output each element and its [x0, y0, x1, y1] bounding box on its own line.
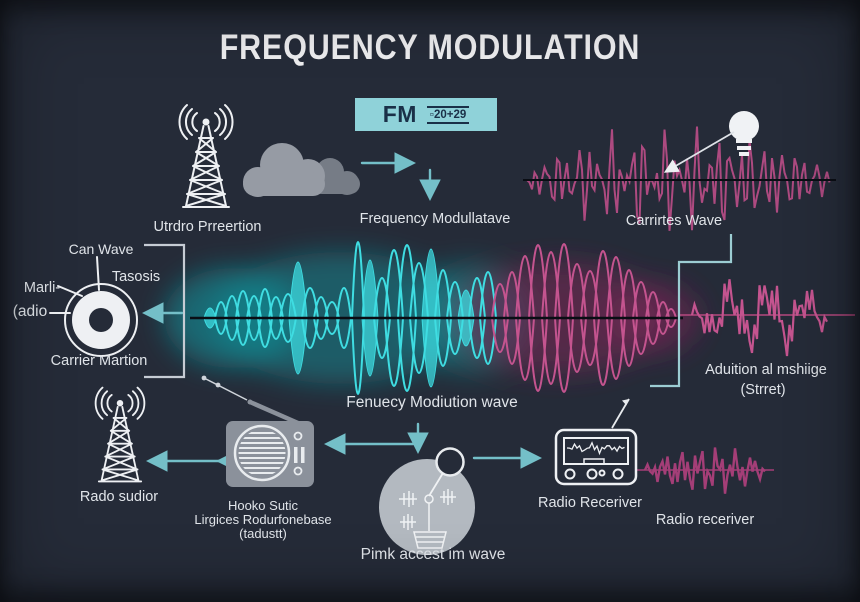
label-radio-line2: Lirgices Rodurfonebase: [194, 512, 332, 527]
label-access-circle: Pimk accest im wave: [360, 546, 506, 563]
label-carrier-wave: Carrirtes Wave: [625, 213, 723, 229]
speaker-icon: [64, 283, 138, 357]
label-radio-line3: (tadustt): [239, 526, 287, 541]
arrow-bulb-to-carrier: [663, 131, 735, 173]
speaker-label-leader-lines: [49, 256, 100, 314]
label-radio-tower: Rado sudior: [79, 489, 159, 505]
output-wave-graphic: [643, 447, 766, 494]
fm-badge: FM ▫20+29: [355, 98, 497, 131]
label-receiver-wave: Radio receriver: [655, 512, 755, 528]
label-radio-line1: Hooko Sutic: [227, 498, 299, 513]
leader-line: [201, 375, 248, 401]
label-message-line1: Aduition al mshiige: [705, 362, 827, 378]
radio-icon: [226, 399, 314, 487]
carrier-wave-graphic: [526, 126, 831, 231]
radio-receiver-icon: [554, 398, 638, 486]
label-marli: Marli-: [23, 280, 61, 296]
antenna-tower-icon: [94, 386, 146, 483]
label-modulated-wave: Fenuecy Modiution wave: [346, 394, 518, 411]
label-carrier-martion: Carrier Martion: [50, 353, 148, 369]
label-frequency-modulate: Frequency Modullatave: [359, 211, 511, 227]
page-title: FREQUENCY MODULATION: [219, 28, 641, 67]
message-wave-graphic: [690, 279, 828, 357]
fm-badge-code: ▫20+29: [426, 105, 470, 124]
cloud-icon: [243, 143, 360, 197]
left-bracket: [144, 243, 186, 379]
label-adio: (adio: [12, 303, 48, 320]
antenna-circle-icon: [379, 447, 475, 555]
lightbulb-icon: [729, 111, 759, 156]
label-transmitter: Utrdro Prreertion: [153, 219, 262, 235]
right-bracket: [650, 234, 733, 388]
antenna-tower-icon: [178, 104, 234, 208]
fm-badge-label: FM: [382, 101, 417, 127]
label-can-wave: Can Wave: [68, 241, 134, 257]
label-receiver: Radio Receriver: [538, 495, 642, 511]
label-tasosis: Tasosis: [111, 269, 161, 285]
label-message-line2: (Strret): [740, 382, 786, 398]
